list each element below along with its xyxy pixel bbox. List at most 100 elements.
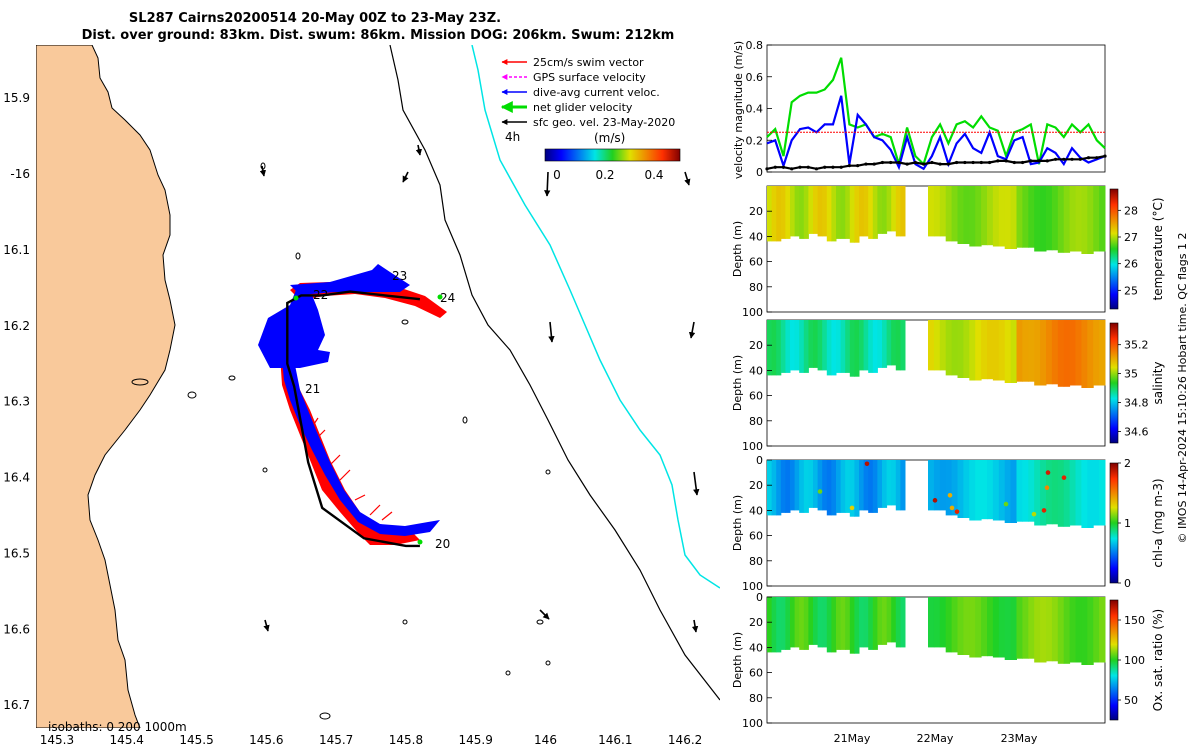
section-cell [981,186,988,246]
section-cell [790,460,796,511]
section-cell [957,320,964,378]
section-cell [826,460,832,516]
map-y-tick: 16.2 [3,319,30,333]
colorbar-tick: 25 [1124,284,1138,297]
section-cell [928,460,935,511]
colorbar-tick: 100 [1124,654,1145,667]
colorbar-tick-2: 0.4 [644,168,663,182]
section-cell [895,320,901,371]
section-cell [776,460,782,516]
colorbar-tick: 28 [1124,204,1138,217]
section-cell [963,597,970,655]
section-cell [951,320,958,376]
section-cell [1057,460,1065,527]
section-cell [767,597,773,653]
velocity-point [938,162,942,166]
section-cell [813,597,819,645]
legend-item: GPS surface velocity [501,71,646,84]
section-cell [780,460,786,513]
section-cell [891,320,897,366]
section-cell [767,460,773,516]
section-cell [1022,320,1029,382]
velocity-point [1078,157,1082,161]
section-cell [939,320,947,371]
velocity-y-tick: 0.8 [746,39,764,52]
section-cell [794,597,800,648]
day-markers: 20 21 22 23 24 [293,269,455,551]
section-cell [1028,320,1035,382]
legend-item: sfc geo. vel. 23-May-2020 [501,116,675,129]
section-cell [803,597,809,650]
section-ylabel: Depth (m) [731,355,744,411]
legend-label: sfc geo. vel. 23-May-2020 [533,116,675,129]
section-cell [872,460,878,513]
section-cell [1093,320,1100,386]
section-y-tick: 100 [742,306,763,319]
section-cell [1016,460,1023,522]
section-panel-3: 0 20 40 60 80 100 Depth (m) 50 100 150 Ox. sat. ra… [731,591,1165,730]
section-cell [822,460,828,511]
map-y-ticks: 15.9 -16 16.1 16.2 16.3 16.4 16.5 16.6 16.7 [3,91,30,712]
section-cell [845,597,851,650]
velocity-point [814,167,819,171]
section-cell [933,597,941,648]
section-y-tick: 40 [749,641,763,654]
velocity-point [889,160,893,165]
section-cell [877,320,883,368]
section-panel-0: 20 40 60 80 100 Depth (m) 25 26 27 28 temperature … [731,185,1165,319]
section-cell [891,186,897,232]
section-cell [1081,460,1088,528]
chl-sample-point [1003,501,1009,507]
section-cell [951,460,958,516]
section-cell [933,186,941,237]
velocity-point [987,160,992,165]
chl-sample-point [1061,475,1067,480]
section-cell [1010,460,1017,523]
section-cell [900,186,906,237]
section-cell [863,460,869,511]
section-cell [987,597,994,657]
velocity-point [897,160,901,165]
section-cell [845,186,851,239]
section-cell [1063,320,1071,387]
section-cell [1022,460,1029,522]
section-cell [1046,597,1053,662]
section-cell [963,186,970,244]
section-cell [1028,597,1035,659]
section-cell [1069,186,1076,252]
section-cell [975,186,982,247]
section-cell [900,460,906,511]
section-cell [794,186,800,237]
section-cell [868,320,874,373]
colorbar-tick: 150 [1124,614,1145,627]
section-cell [826,186,832,242]
section-cell [969,320,976,381]
section-cell [872,597,878,650]
section-cell [854,320,860,377]
velocity-point [946,162,950,166]
section-cell [963,320,970,378]
section-x-ticks: 21May 22May 23May [834,732,1038,745]
section-y-tick: 0 [756,591,763,604]
velocity-point [930,160,934,165]
chl-sample-point [1045,470,1051,475]
section-cell [771,460,777,516]
section-cell [1081,186,1088,254]
section-cell [1099,597,1106,663]
section-y-tick: 20 [749,339,763,352]
velocity-point [856,164,860,168]
section-cell [933,320,941,371]
section-cell [969,186,976,247]
section-cell [831,320,837,376]
legend-item: 25cm/s swim vector [501,56,644,69]
section-cell [776,597,782,653]
date-tick: 22May [917,732,954,745]
section-cell [790,186,796,237]
section-cell [1016,186,1023,248]
section-cell [863,597,869,648]
section-cell [1028,460,1035,522]
section-cell [771,320,777,376]
date-tick: 23May [1001,732,1038,745]
chl-sample-point [1044,485,1050,491]
